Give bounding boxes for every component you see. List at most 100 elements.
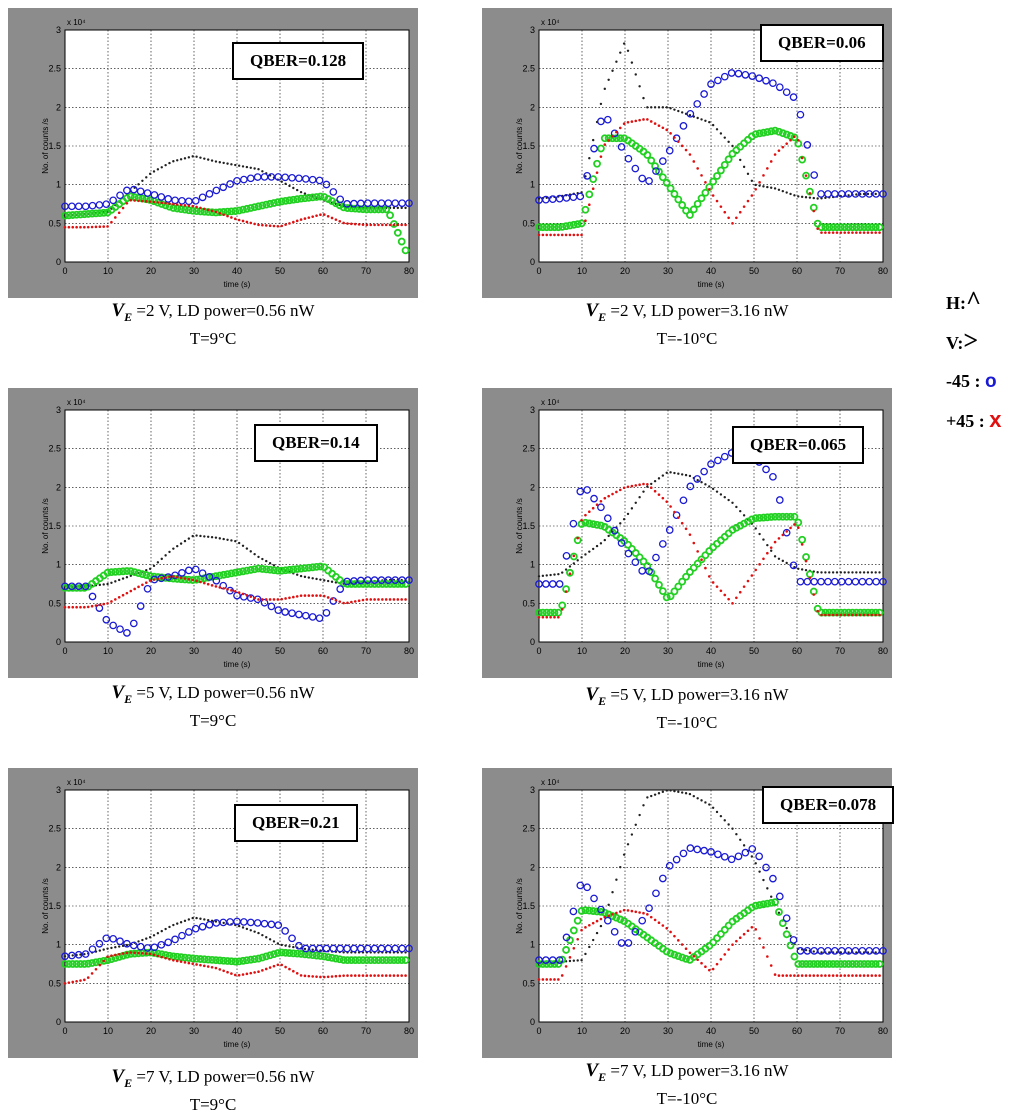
marker-dot — [183, 539, 187, 543]
marker-dot — [680, 943, 684, 946]
marker-dot — [338, 600, 342, 603]
marker-dot — [545, 615, 549, 619]
marker-green — [347, 956, 356, 965]
marker-green — [270, 199, 278, 207]
marker-green — [550, 960, 559, 968]
marker-circle — [624, 549, 633, 558]
marker-green — [767, 127, 776, 136]
marker-dot — [831, 571, 835, 574]
x-tick-label: 80 — [404, 646, 414, 656]
marker-circle — [191, 565, 200, 574]
marker-dot — [230, 539, 233, 542]
marker-dot — [152, 578, 156, 581]
marker-green — [312, 951, 321, 960]
marker-dot — [141, 583, 144, 587]
marker-green — [61, 211, 69, 220]
marker-dot — [661, 474, 665, 477]
legend-h: H:^ — [946, 286, 982, 315]
x-tick-label: 30 — [663, 1026, 673, 1036]
marker-dot — [630, 833, 634, 836]
marker-dot — [179, 542, 183, 545]
series-m45 — [61, 565, 413, 637]
marker-dot — [121, 577, 125, 580]
marker-green — [786, 941, 795, 950]
caption-3: VE =5 V, LD power=0.56 nW T=9°C — [111, 682, 315, 730]
marker-dot — [777, 911, 781, 915]
marker-circle — [129, 941, 138, 950]
marker-circle — [700, 90, 708, 98]
marker-dot — [214, 920, 218, 923]
marker-dot — [847, 231, 850, 234]
marker-dot — [537, 233, 541, 237]
marker-circle — [658, 157, 667, 166]
marker-dot — [564, 965, 568, 968]
marker-dot — [86, 976, 90, 979]
x-tick-label: 0 — [62, 266, 67, 276]
marker-green — [782, 512, 791, 521]
marker-green — [72, 210, 81, 219]
marker-dot — [67, 981, 71, 984]
marker-green — [538, 223, 547, 232]
marker-dot — [237, 924, 241, 928]
x-tick-label: 10 — [577, 266, 587, 276]
marker-dot — [311, 975, 314, 978]
marker-dot — [303, 974, 307, 978]
marker-green — [123, 194, 131, 203]
marker-dot — [249, 595, 253, 598]
marker-dot — [611, 69, 614, 72]
marker-dot — [777, 188, 781, 191]
marker-dot — [835, 231, 839, 234]
marker-dot — [793, 523, 796, 526]
marker-dot — [125, 201, 129, 205]
marker-dot — [102, 602, 105, 606]
marker-dot — [584, 513, 587, 517]
marker-green — [68, 960, 77, 968]
marker-circle — [624, 154, 633, 163]
marker-green — [281, 196, 290, 205]
marker-circle — [679, 496, 688, 505]
marker-green — [126, 949, 135, 958]
marker-dot — [831, 974, 835, 977]
y-tick-label: 1.5 — [48, 141, 61, 151]
marker-dot — [164, 927, 167, 931]
marker-dot — [191, 534, 194, 538]
marker-green — [235, 568, 244, 576]
marker-dot — [361, 974, 365, 977]
marker-dot — [851, 613, 854, 617]
marker-green — [134, 569, 143, 578]
marker-green — [76, 960, 85, 968]
marker-dot — [708, 120, 711, 124]
marker-green — [782, 930, 791, 939]
marker-dot — [218, 968, 222, 971]
marker-dot — [770, 549, 773, 552]
marker-green — [542, 960, 551, 968]
marker-dot — [843, 231, 847, 234]
marker-dot — [237, 218, 241, 222]
marker-dot — [125, 943, 129, 947]
marker-dot — [218, 211, 222, 215]
marker-dot — [665, 106, 668, 109]
marker-dot — [106, 225, 109, 228]
marker-dot — [94, 967, 98, 971]
legend-m45-symbol: o — [985, 371, 997, 392]
marker-dot — [98, 603, 102, 607]
marker-dot — [79, 225, 82, 229]
marker-dot — [175, 203, 179, 206]
marker-circle — [336, 585, 345, 593]
marker-dot — [769, 160, 773, 163]
marker-dot — [214, 536, 218, 539]
x-tick-label: 70 — [361, 646, 371, 656]
marker-dot — [156, 932, 160, 935]
marker-circle — [789, 936, 798, 944]
marker-circle — [315, 614, 324, 623]
marker-dot — [739, 158, 742, 162]
marker-dot — [754, 188, 758, 191]
marker-dot — [307, 974, 311, 978]
marker-dot — [106, 955, 109, 959]
marker-green — [809, 960, 818, 968]
marker-dot — [766, 185, 769, 189]
marker-circle — [123, 939, 131, 948]
marker-dot — [311, 948, 314, 951]
marker-dot — [307, 576, 311, 579]
y-tick-label: 1.5 — [48, 521, 61, 531]
